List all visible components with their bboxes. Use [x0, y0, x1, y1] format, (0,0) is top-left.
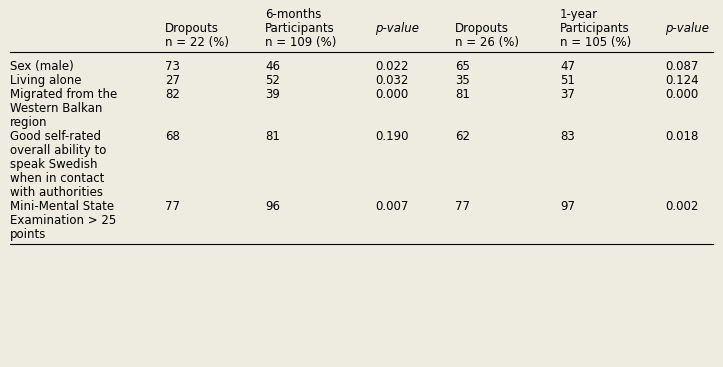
Text: 35: 35 — [455, 74, 470, 87]
Text: n = 109 (%): n = 109 (%) — [265, 36, 336, 49]
Text: 46: 46 — [265, 60, 280, 73]
Text: Participants: Participants — [265, 22, 335, 35]
Text: when in contact: when in contact — [10, 172, 104, 185]
Text: n = 26 (%): n = 26 (%) — [455, 36, 519, 49]
Text: Examination > 25: Examination > 25 — [10, 214, 116, 227]
Text: 0.032: 0.032 — [375, 74, 408, 87]
Text: Sex (male): Sex (male) — [10, 60, 74, 73]
Text: 65: 65 — [455, 60, 470, 73]
Text: 27: 27 — [165, 74, 180, 87]
Text: 62: 62 — [455, 130, 470, 143]
Text: p-value: p-value — [665, 22, 709, 35]
Text: 73: 73 — [165, 60, 180, 73]
Text: 82: 82 — [165, 88, 180, 101]
Text: points: points — [10, 228, 46, 241]
Text: n = 22 (%): n = 22 (%) — [165, 36, 229, 49]
Text: 0.087: 0.087 — [665, 60, 698, 73]
Text: 0.124: 0.124 — [665, 74, 698, 87]
Text: 47: 47 — [560, 60, 575, 73]
Text: 77: 77 — [455, 200, 470, 213]
Text: with authorities: with authorities — [10, 186, 103, 199]
Text: 0.000: 0.000 — [665, 88, 698, 101]
Text: 39: 39 — [265, 88, 280, 101]
Text: 0.002: 0.002 — [665, 200, 698, 213]
Text: 0.190: 0.190 — [375, 130, 408, 143]
Text: 1-year: 1-year — [560, 8, 598, 21]
Text: 0.018: 0.018 — [665, 130, 698, 143]
Text: Good self-rated: Good self-rated — [10, 130, 101, 143]
Text: 81: 81 — [265, 130, 280, 143]
Text: region: region — [10, 116, 48, 129]
Text: 52: 52 — [265, 74, 280, 87]
Text: speak Swedish: speak Swedish — [10, 158, 98, 171]
Text: 0.000: 0.000 — [375, 88, 408, 101]
Text: Migrated from the: Migrated from the — [10, 88, 117, 101]
Text: Mini-Mental State: Mini-Mental State — [10, 200, 114, 213]
Text: 77: 77 — [165, 200, 180, 213]
Text: 83: 83 — [560, 130, 575, 143]
Text: Western Balkan: Western Balkan — [10, 102, 103, 115]
Text: 0.007: 0.007 — [375, 200, 408, 213]
Text: 96: 96 — [265, 200, 280, 213]
Text: 6-months: 6-months — [265, 8, 322, 21]
Text: 97: 97 — [560, 200, 575, 213]
Text: p-value: p-value — [375, 22, 419, 35]
Text: Dropouts: Dropouts — [165, 22, 219, 35]
Text: overall ability to: overall ability to — [10, 144, 106, 157]
Text: Dropouts: Dropouts — [455, 22, 509, 35]
Text: Living alone: Living alone — [10, 74, 82, 87]
Text: n = 105 (%): n = 105 (%) — [560, 36, 631, 49]
Text: 81: 81 — [455, 88, 470, 101]
Text: 0.022: 0.022 — [375, 60, 408, 73]
Text: Participants: Participants — [560, 22, 630, 35]
Text: 37: 37 — [560, 88, 575, 101]
Text: 68: 68 — [165, 130, 180, 143]
Text: 51: 51 — [560, 74, 575, 87]
